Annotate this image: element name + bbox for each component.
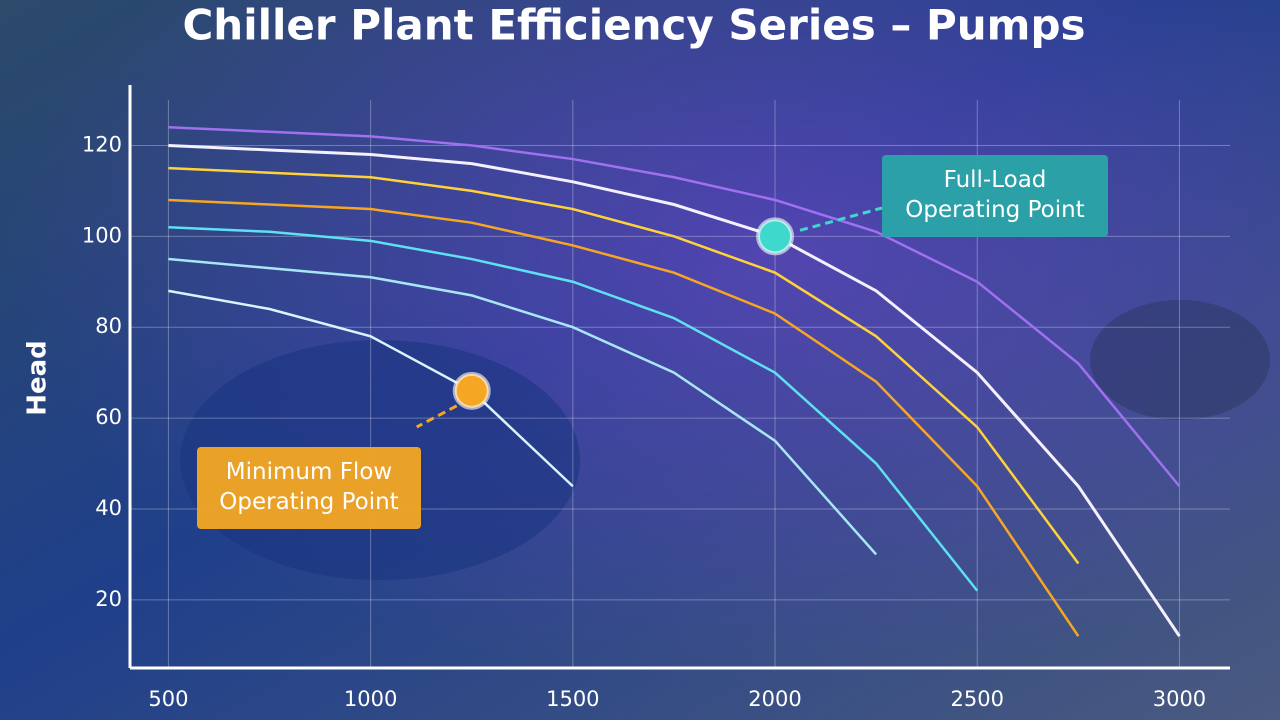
annotation-box <box>882 155 1108 237</box>
x-tick-label: 1500 <box>546 687 599 711</box>
pump-silhouette <box>1090 300 1270 420</box>
curve <box>168 198 1080 637</box>
curve <box>168 257 878 556</box>
leader-line <box>416 404 458 429</box>
y-tick-label: 120 <box>82 132 122 156</box>
y-tick-label: 80 <box>95 314 122 338</box>
annotation-label: Minimum Flow Operating Point <box>219 459 399 515</box>
curve <box>168 289 574 488</box>
y-tick-label: 100 <box>82 223 122 247</box>
plot-area: 20 40 60 80 100 120 500 1000 1500 2000 2500 3000 Ful… <box>82 85 1230 711</box>
operating-point <box>756 217 795 256</box>
annotation: Minimum Flow Operating Point <box>219 459 399 515</box>
curve <box>168 166 1080 565</box>
x-tick-label: 3000 <box>1153 687 1206 711</box>
curve <box>168 126 1181 488</box>
annotation-label: Full-Load Operating Point <box>905 167 1085 223</box>
x-tick-label: 500 <box>148 687 188 711</box>
chart-title: Chiller Plant Efficiency Series – Pumps <box>182 1 1085 50</box>
x-tick-label: 2500 <box>951 687 1004 711</box>
operating-point <box>452 371 491 410</box>
annotation: Full-Load Operating Point <box>905 167 1085 223</box>
curve <box>168 225 979 592</box>
leader-line <box>799 206 883 232</box>
x-tick-label: 2000 <box>748 687 801 711</box>
y-tick-label: 40 <box>95 496 122 520</box>
y-tick-label: 20 <box>95 587 122 611</box>
x-tick-label: 1000 <box>344 687 397 711</box>
curve <box>168 143 1181 638</box>
y-axis-label: Head <box>23 340 53 416</box>
y-tick-label: 60 <box>95 405 122 429</box>
annotation-box <box>197 447 421 529</box>
